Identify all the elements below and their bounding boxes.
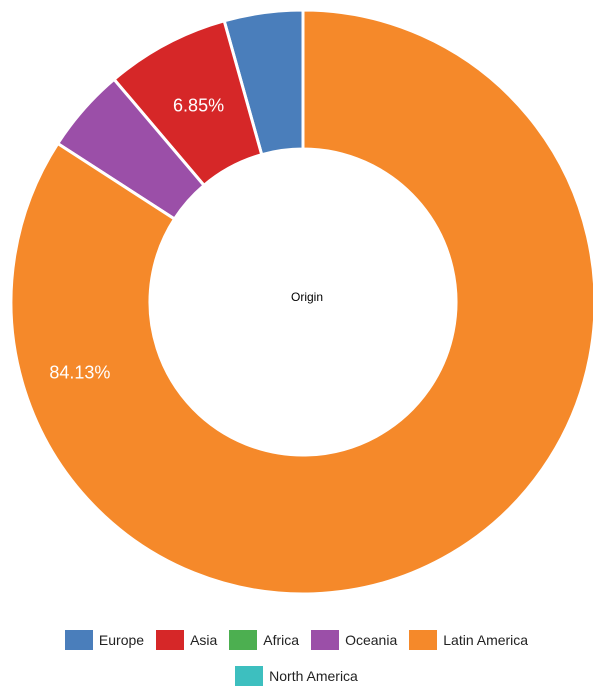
legend-item-north-america[interactable]: North America bbox=[235, 666, 358, 686]
legend-label-latin-america: Latin America bbox=[443, 632, 529, 648]
chart-legend: Europe Asia Africa Oceania Latin America Nort… bbox=[0, 630, 593, 686]
legend-item-latin-america[interactable]: Latin America bbox=[409, 630, 528, 650]
legend-label-africa: Africa bbox=[263, 632, 300, 648]
legend-swatch-north-america bbox=[235, 666, 264, 686]
slice-latin-america bbox=[9, 8, 593, 596]
legend-label-north-america: North America bbox=[269, 668, 358, 684]
legend-label-oceania: Oceania bbox=[345, 632, 398, 648]
donut-chart-svg: 6.85% 84.13% Origin bbox=[9, 8, 593, 596]
legend-item-europe[interactable]: Europe bbox=[64, 630, 145, 650]
slice-label-latin-america: 84.13% bbox=[49, 362, 110, 382]
legend-label-asia: Asia bbox=[190, 632, 218, 648]
legend-swatch-europe bbox=[64, 630, 93, 650]
legend-swatch-latin-america bbox=[409, 630, 438, 650]
slice-label-asia: 6.85% bbox=[173, 96, 224, 116]
legend-swatch-africa bbox=[229, 630, 258, 650]
donut-center-label: Origin bbox=[291, 290, 323, 304]
legend-swatch-asia bbox=[156, 630, 185, 650]
donut-slices bbox=[9, 8, 593, 596]
donut-slice-labels: 6.85% 84.13% bbox=[49, 96, 224, 383]
legend-item-oceania[interactable]: Oceania bbox=[311, 630, 397, 650]
legend-swatch-oceania bbox=[311, 630, 340, 650]
legend-item-africa[interactable]: Africa bbox=[229, 630, 299, 650]
legend-item-asia[interactable]: Asia bbox=[156, 630, 217, 650]
legend-label-europe: Europe bbox=[98, 632, 145, 648]
